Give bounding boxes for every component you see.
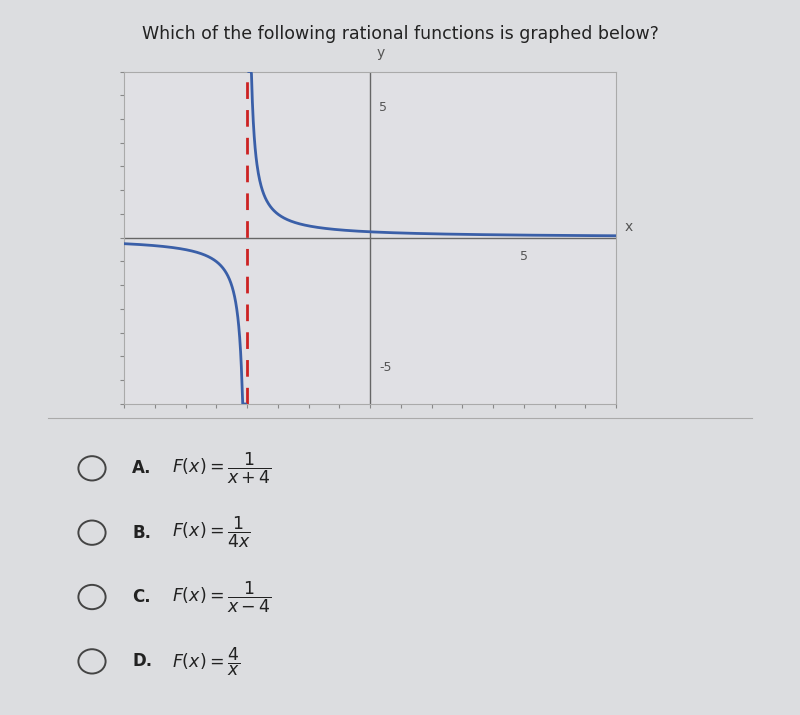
Text: B.: B. bbox=[132, 523, 151, 542]
Text: $F(x) = \dfrac{1}{4x}$: $F(x) = \dfrac{1}{4x}$ bbox=[172, 515, 250, 551]
Text: Which of the following rational functions is graphed below?: Which of the following rational function… bbox=[142, 25, 658, 43]
Text: C.: C. bbox=[132, 588, 150, 606]
Text: $F(x) = \dfrac{4}{x}$: $F(x) = \dfrac{4}{x}$ bbox=[172, 645, 240, 678]
Text: 5: 5 bbox=[379, 102, 387, 114]
Text: x: x bbox=[624, 220, 633, 235]
Text: y: y bbox=[376, 46, 384, 59]
Text: -5: -5 bbox=[379, 361, 392, 374]
Text: 5: 5 bbox=[520, 250, 528, 262]
Text: $F(x) = \dfrac{1}{x-4}$: $F(x) = \dfrac{1}{x-4}$ bbox=[172, 579, 272, 615]
Text: $F(x) = \dfrac{1}{x+4}$: $F(x) = \dfrac{1}{x+4}$ bbox=[172, 450, 272, 486]
Text: D.: D. bbox=[132, 652, 152, 671]
Text: A.: A. bbox=[132, 459, 151, 478]
